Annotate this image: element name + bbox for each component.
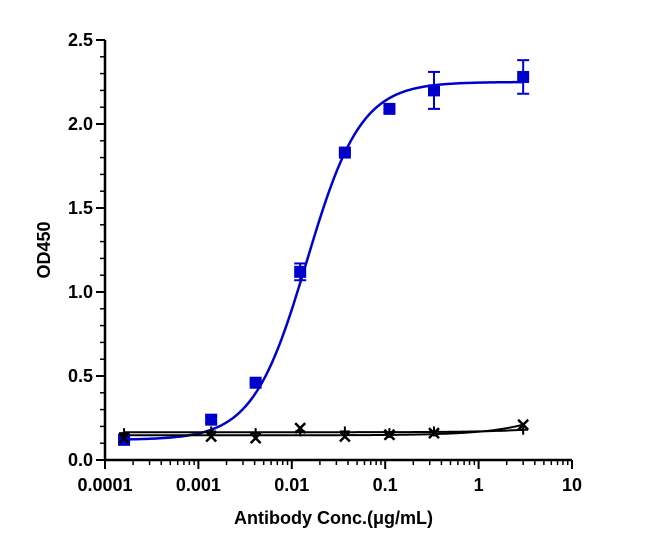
plus-marker (428, 426, 439, 437)
x-tick-label: 0.1 (373, 475, 398, 495)
x-marker (205, 430, 218, 443)
square-marker (205, 413, 218, 426)
square-marker (517, 70, 530, 83)
x-marker-stroke (517, 418, 530, 431)
x-tick-label: 1 (474, 475, 484, 495)
square-marker (249, 376, 262, 389)
x-marker (338, 430, 351, 443)
y-tick-label: 0.5 (68, 366, 93, 386)
square-marker (427, 84, 440, 97)
x-axis-title: Antibody Conc.(μg/mL) (234, 508, 433, 528)
x-tick-label: 10 (562, 475, 582, 495)
x-marker-stroke (338, 430, 351, 443)
y-axis-ticks: 0.0 0.5 1.0 1.5 2.0 2.5 (68, 30, 105, 470)
error-bars (118, 59, 530, 443)
x-marker (517, 418, 530, 431)
x-tick-label: 0.0001 (77, 475, 132, 495)
x-marker (249, 432, 262, 445)
plus-marker (119, 428, 130, 439)
x-marker-stroke (205, 430, 218, 443)
x-axis-ticks: 0.0001 0.001 0.01 0.1 1 10 (77, 460, 582, 495)
y-axis-title: OD450 (34, 221, 54, 278)
plus-marker (518, 424, 529, 435)
y-tick-label: 0.0 (68, 450, 93, 470)
data-markers (118, 70, 530, 446)
fit-line-series-2 (124, 423, 524, 437)
y-tick-label: 2.0 (68, 114, 93, 134)
plus-marker (339, 426, 350, 437)
fit-line-series-3 (124, 428, 524, 434)
plus-marker (250, 428, 261, 439)
x-marker (118, 432, 130, 445)
axes: 0.0 0.5 1.0 1.5 2.0 2.5 0.0001 0.001 0.01 0.1 1 10 (68, 30, 582, 495)
plus-marker (384, 428, 395, 439)
y-tick-label: 2.5 (68, 30, 93, 50)
x-tick-label: 0.001 (176, 475, 221, 495)
square-marker (294, 265, 307, 278)
plus-marker (206, 426, 217, 437)
x-tick-label: 0.01 (274, 475, 309, 495)
fit-curve-series-1 (124, 80, 524, 441)
square-marker (338, 146, 351, 159)
y-tick-label: 1.5 (68, 198, 93, 218)
x-marker-stroke (118, 432, 130, 445)
y-tick-label: 1.0 (68, 282, 93, 302)
plus-marker (295, 426, 306, 437)
fit-curves (124, 80, 524, 441)
x-marker-stroke (249, 432, 262, 445)
square-marker (383, 102, 396, 115)
